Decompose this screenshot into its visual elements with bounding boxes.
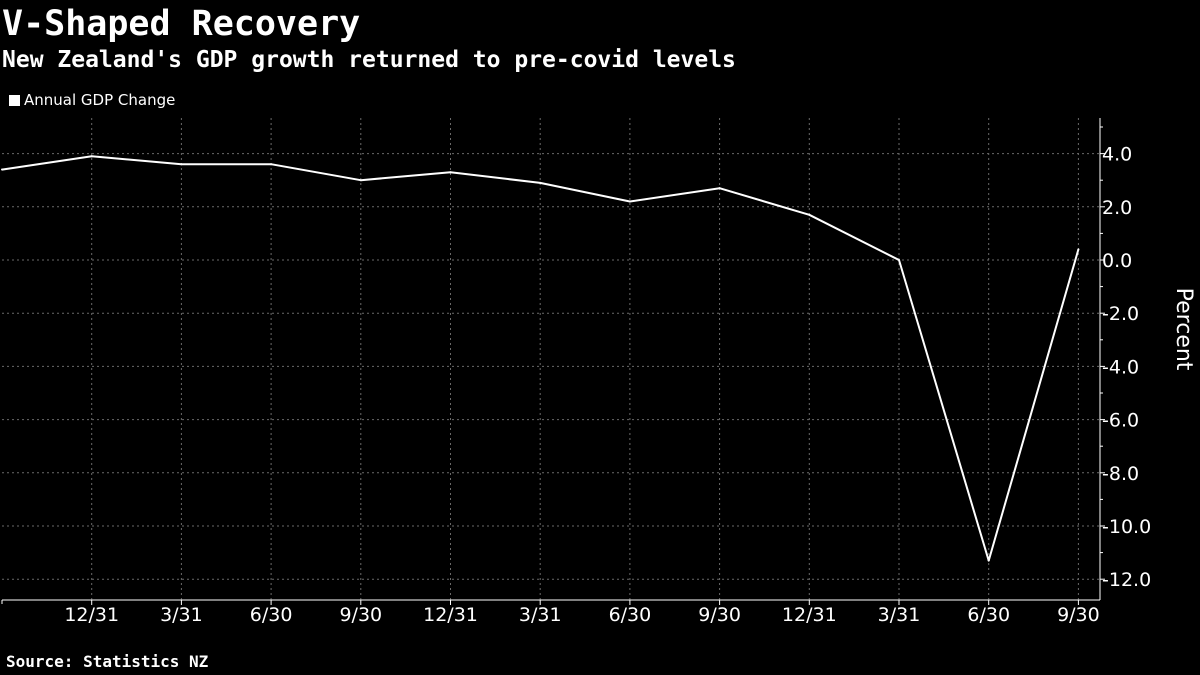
- y-tick-label: 0.0: [1102, 250, 1132, 272]
- y-tick-label: -10.0: [1102, 516, 1151, 538]
- data-point: [1077, 248, 1080, 251]
- source-note: Source: Statistics NZ: [6, 652, 209, 671]
- chart-title: V-Shaped Recovery: [2, 4, 361, 44]
- data-point: [539, 181, 542, 184]
- data-point: [270, 163, 273, 166]
- x-tick-label: 3/31: [878, 604, 921, 626]
- y-tick-label: 2.0: [1102, 197, 1132, 219]
- x-tick-label: 6/30: [609, 604, 652, 626]
- x-tick-label: 12/31: [64, 604, 119, 626]
- x-tick-label: 3/31: [160, 604, 203, 626]
- x-tick-label: 9/30: [698, 604, 741, 626]
- x-tick-label: 6/30: [250, 604, 293, 626]
- data-point: [1, 168, 3, 171]
- x-tick-label: 9/30: [339, 604, 382, 626]
- data-point: [987, 559, 990, 562]
- y-tick-label: -8.0: [1102, 463, 1139, 485]
- x-tick-label: 6/30: [967, 604, 1010, 626]
- chart-subtitle: New Zealand's GDP growth returned to pre…: [2, 47, 736, 73]
- data-point: [808, 213, 811, 216]
- data-point: [180, 163, 183, 166]
- x-tick-label: 12/31: [782, 604, 837, 626]
- y-axis-title: Percent: [1171, 288, 1196, 371]
- axes: [1, 118, 1105, 605]
- y-tick-label: -12.0: [1102, 569, 1151, 591]
- x-tick-label: 9/30: [1057, 604, 1100, 626]
- data-point: [90, 155, 93, 158]
- y-tick-label: 4.0: [1102, 144, 1132, 166]
- x-tick-label: 12/31: [423, 604, 478, 626]
- y-tick-label: -6.0: [1102, 410, 1139, 432]
- x-tick-label: 3/31: [519, 604, 562, 626]
- legend-label: Annual GDP Change: [24, 91, 176, 109]
- data-point: [628, 200, 631, 203]
- y-tick-label: -4.0: [1102, 356, 1139, 378]
- legend: Annual GDP Change: [9, 90, 175, 110]
- legend-swatch: [9, 94, 20, 106]
- tick-labels: 12/31 3/31 6/30 9/30 12/31 3/31 6/30 9/30 12/31 3…: [64, 144, 1196, 626]
- grid: [2, 118, 1100, 600]
- data-point: [718, 187, 721, 190]
- data-point: [898, 259, 900, 261]
- series: [1, 155, 1080, 562]
- data-point: [359, 179, 362, 182]
- data-point: [449, 171, 452, 174]
- y-tick-label: -2.0: [1102, 303, 1139, 325]
